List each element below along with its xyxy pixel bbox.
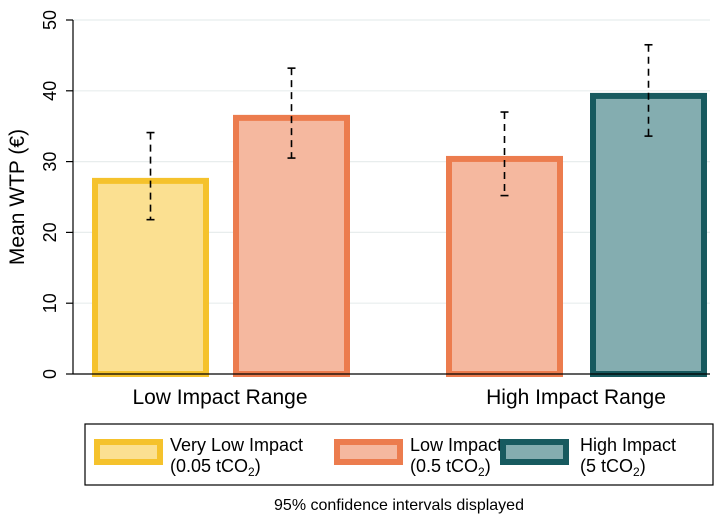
category-label: Low Impact Range (132, 386, 307, 409)
y-axis: 0 10 20 30 40 50 (40, 10, 710, 379)
legend: Very Low Impact(0.05 tCO2) Low Impact(0.5… (84, 423, 714, 486)
legend-swatch (94, 439, 163, 465)
y-tick-label: 0 (40, 369, 60, 379)
bar (92, 177, 209, 377)
legend-label: Low Impact (410, 435, 502, 455)
y-tick-label: 30 (40, 152, 60, 172)
y-axis-title: Mean WTP (€) (6, 129, 29, 265)
legend-sublabel: (5 tCO2) (580, 456, 646, 479)
category-label: High Impact Range (486, 386, 666, 409)
legend-sublabel: (0.05 tCO2) (170, 456, 261, 479)
error-bars (146, 43, 653, 221)
bar (590, 92, 707, 377)
y-tick-label: 20 (40, 222, 60, 242)
legend-swatch (334, 439, 403, 465)
legend-label: High Impact (580, 435, 676, 455)
y-tick-label: 10 (40, 293, 60, 313)
y-tick-label: 50 (40, 10, 60, 30)
legend-sublabel: (0.5 tCO2) (410, 456, 491, 479)
x-axis-categories: Low Impact Range High Impact Range (132, 386, 665, 409)
bars (92, 92, 707, 377)
legend-swatch (500, 439, 569, 465)
bar (446, 155, 563, 377)
legend-label: Very Low Impact (170, 435, 303, 455)
y-tick-label: 40 (40, 81, 60, 101)
chart-note: 95% confidence intervals displayed (274, 497, 524, 514)
